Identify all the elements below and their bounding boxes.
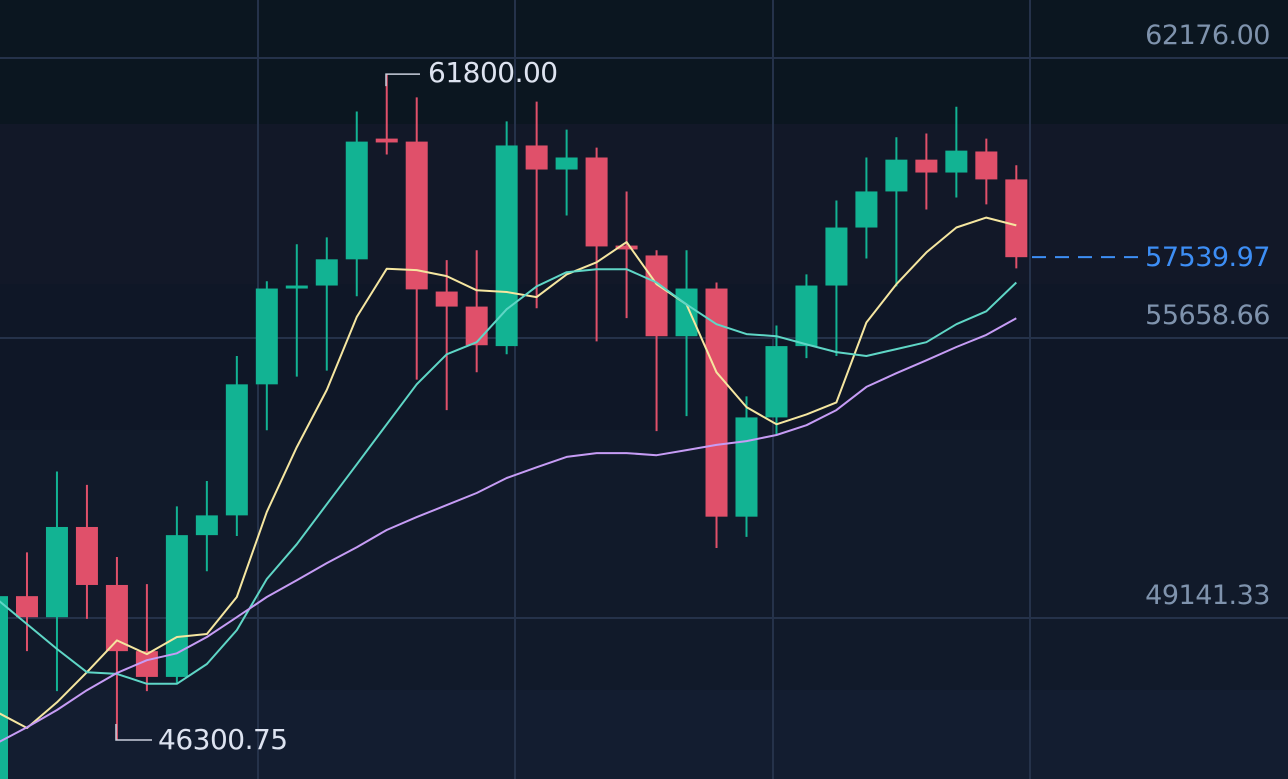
candle-body [45, 526, 68, 618]
candle-body [645, 255, 668, 337]
candle-up [765, 325, 788, 435]
candle-down [405, 97, 428, 380]
candle-down [105, 557, 128, 741]
y-tick-label-mid: 55658.66 [1145, 300, 1270, 331]
moving-average-line [0, 268, 1017, 685]
background-band [0, 284, 1288, 430]
candle-down [705, 282, 728, 549]
candle-body [435, 291, 458, 307]
candle-down [1005, 165, 1028, 269]
moving-average-lines [0, 216, 1017, 743]
candle-down [435, 260, 458, 411]
candle-body [945, 150, 968, 173]
candle-body [105, 584, 128, 652]
background-band [0, 124, 1288, 284]
candle-body [555, 157, 578, 170]
y-tick-label-bottom: 49141.33 [1145, 580, 1270, 611]
candle-body [795, 285, 818, 347]
candle-body [585, 157, 608, 247]
candle-down [135, 584, 158, 692]
candle-body [915, 159, 938, 173]
candle-up [735, 396, 758, 537]
candle-up [855, 157, 878, 259]
candle-body [285, 285, 308, 289]
candle-up [825, 200, 848, 356]
annotation-leaders [115, 73, 420, 741]
candle-up [555, 129, 578, 216]
candle-body [825, 227, 848, 286]
candle-body [405, 141, 428, 290]
candle-up [0, 596, 8, 779]
candle-up [885, 137, 908, 287]
candle-body [255, 288, 278, 385]
candle-body [765, 346, 788, 418]
candle-body [525, 145, 548, 170]
candle-down [615, 191, 638, 319]
candle-up [195, 481, 218, 572]
low-price-annotation: 46300.75 [158, 723, 288, 756]
candle-body [345, 141, 368, 260]
candle-body [0, 596, 8, 779]
candle-up [255, 281, 278, 431]
high-leader-line [385, 73, 420, 87]
candle-up [345, 111, 368, 297]
candle-body [855, 191, 878, 228]
high-price-annotation: 61800.00 [428, 56, 558, 89]
candle-body [135, 651, 158, 677]
candle-body [885, 159, 908, 192]
candle-body [375, 138, 398, 143]
candle-up [945, 106, 968, 198]
candle-body [1005, 179, 1028, 258]
current-price-label: 57539.97 [1145, 242, 1270, 273]
candle-down [375, 74, 398, 155]
moving-average-line [0, 216, 1017, 729]
candle-up [315, 237, 338, 371]
candle-up [495, 121, 518, 355]
candle-body [195, 515, 218, 536]
candle-down [75, 484, 98, 619]
candle-down [525, 101, 548, 309]
low-leader-line [115, 724, 152, 741]
moving-average-line [0, 317, 1017, 743]
candle-up [285, 244, 308, 377]
candle-body [315, 259, 338, 286]
background-band [0, 690, 1288, 779]
candle-body [705, 288, 728, 517]
background-band [0, 430, 1288, 690]
candle-body [495, 145, 518, 347]
candle-down [15, 552, 38, 652]
candle-down [915, 133, 938, 210]
candle-up [45, 471, 68, 692]
candle-body [975, 151, 998, 180]
candles [0, 74, 1028, 779]
candle-body [75, 526, 98, 585]
y-tick-label-top: 62176.00 [1145, 20, 1270, 51]
candle-body [465, 306, 488, 346]
candle-body [165, 535, 188, 677]
candle-body [735, 417, 758, 517]
background-band [0, 0, 1288, 124]
candle-body [225, 384, 248, 516]
candle-body [615, 245, 638, 250]
candle-up [225, 355, 248, 536]
candle-down [585, 147, 608, 342]
candle-body [15, 596, 38, 618]
candle-body [675, 288, 698, 337]
candle-down [975, 138, 998, 205]
